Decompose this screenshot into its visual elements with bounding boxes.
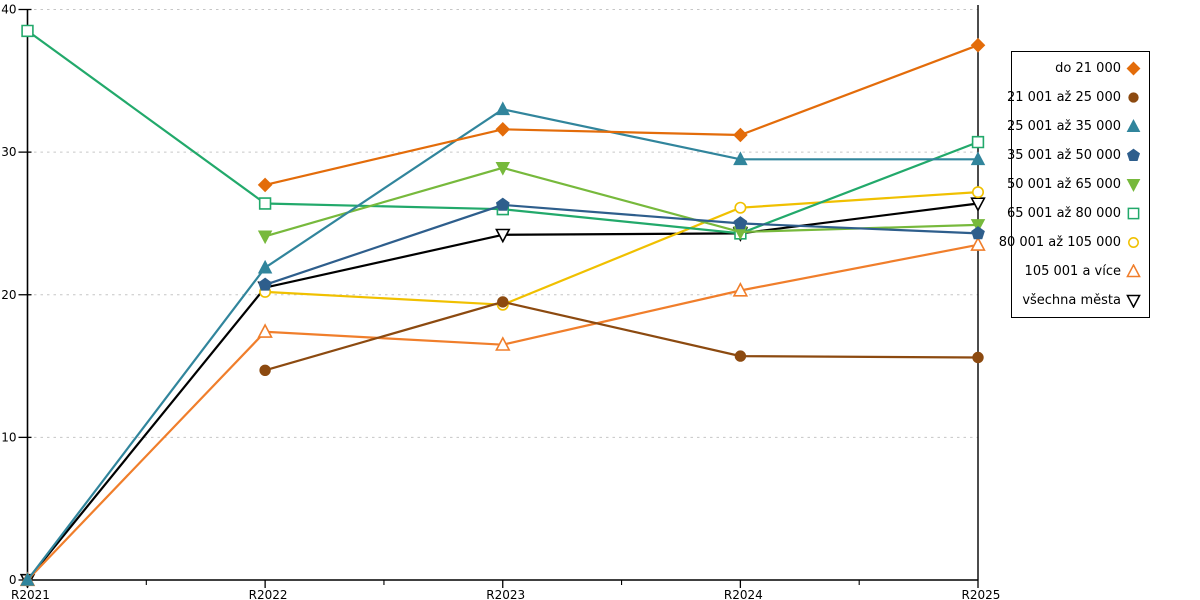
series-35-001-az-50-000	[258, 197, 985, 291]
diamond-marker-icon	[733, 127, 748, 143]
triangle-up-marker-icon	[257, 323, 273, 338]
triangle-down-marker-icon	[970, 219, 986, 233]
legend-marker	[1128, 92, 1139, 103]
legend-item-do-21-000: do 21 000	[1020, 61, 1141, 76]
square-marker-icon	[258, 197, 272, 210]
circle-marker-icon	[497, 296, 509, 308]
circle-marker-icon	[259, 364, 271, 376]
legend-item-105-001-a-vice: 105 001 a více	[1020, 264, 1141, 279]
legend-label: všechna města	[1022, 293, 1121, 308]
triangle-up-marker-icon	[495, 336, 511, 351]
legend-item-65-001-az-80-000: 65 001 až 80 000	[1007, 206, 1141, 221]
y-tick-label: 0	[9, 573, 17, 587]
x-tick-label: R2025	[962, 588, 1001, 600]
legend-item-80-001-az-105-000: 80 001 až 105 000	[999, 235, 1141, 250]
series-line	[265, 191, 979, 306]
series-50-001-az-65-000	[257, 162, 986, 245]
legend-marker	[1126, 119, 1141, 133]
triangle-down-marker-icon	[1126, 294, 1141, 308]
triangle-down-marker-icon	[495, 162, 511, 176]
circle-marker-icon	[1128, 237, 1139, 248]
x-tick-label: R2021	[11, 588, 50, 600]
legend-item-25-001-az-35-000: 25 001 až 35 000	[1007, 119, 1141, 134]
legend-item-50-001-az-65-000: 50 001 až 65 000	[1007, 177, 1141, 192]
series-line	[264, 300, 979, 372]
legend-item-vsechna-mesta: všechna města	[1020, 293, 1141, 308]
y-tick-label: 30	[1, 145, 16, 159]
y-tick-label: 20	[1, 288, 16, 302]
triangle-down-marker-icon	[495, 228, 511, 244]
pentagon-marker-icon	[971, 226, 985, 240]
legend: do 21 000 21 001 až 25 000 25 001 až 35 00…	[999, 51, 1150, 318]
legend-marker	[1126, 148, 1141, 162]
series-21-001-az-25-000	[259, 296, 984, 376]
legend-marker	[1126, 294, 1141, 308]
series-do-21-000	[257, 37, 986, 193]
legend-marker	[1127, 207, 1140, 220]
pentagon-marker-icon	[258, 277, 272, 291]
triangle-up-marker-icon	[257, 259, 273, 274]
square-marker-icon	[21, 24, 34, 38]
legend-label: 35 001 až 50 000	[1006, 148, 1121, 163]
triangle-up-marker-icon	[1126, 264, 1141, 278]
circle-marker-icon	[734, 201, 747, 214]
diamond-marker-icon	[970, 37, 986, 53]
x-tick-label: R2023	[486, 588, 525, 600]
triangle-down-marker-icon	[257, 230, 273, 245]
square-marker-icon	[971, 135, 985, 149]
triangle-up-marker-icon	[970, 151, 986, 166]
legend-label: 80 001 až 105 000	[998, 235, 1121, 250]
legend-marker	[1128, 237, 1139, 248]
series-line	[264, 44, 979, 186]
triangle-up-marker-icon	[733, 151, 748, 166]
legend-item-35-001-az-50-000: 35 001 až 50 000	[1007, 148, 1141, 163]
square-marker-icon	[1127, 207, 1140, 220]
x-tick-label: R2022	[249, 588, 288, 600]
legend-label: 21 001 až 25 000	[1006, 90, 1121, 105]
triangle-up-marker-icon	[1126, 119, 1141, 133]
series-line	[264, 203, 979, 286]
legend-marker	[1126, 61, 1141, 76]
circle-marker-icon	[972, 186, 984, 199]
triangle-up-marker-icon	[495, 101, 511, 116]
series-line	[264, 166, 979, 238]
triangle-up-marker-icon	[20, 572, 35, 586]
circle-marker-icon	[1128, 92, 1139, 103]
legend-label: do 21 000	[1055, 61, 1121, 76]
legend-label: 105 001 a více	[1024, 264, 1121, 279]
diamond-marker-icon	[1126, 61, 1141, 76]
legend-marker	[1126, 264, 1141, 278]
diamond-marker-icon	[495, 121, 511, 137]
triangle-down-marker-icon	[1126, 178, 1141, 192]
legend-marker	[1126, 178, 1141, 192]
y-tick-label: 40	[1, 3, 16, 17]
circle-marker-icon	[734, 350, 747, 362]
y-tick-label: 10	[1, 430, 16, 444]
diamond-marker-icon	[257, 177, 273, 193]
legend-label: 65 001 až 80 000	[1006, 206, 1121, 221]
pentagon-marker-icon	[1126, 148, 1141, 162]
legend-label: 25 001 až 35 000	[1006, 119, 1121, 134]
triangle-down-marker-icon	[970, 197, 986, 213]
series-vsechna-mesta	[19, 197, 986, 589]
pentagon-marker-icon	[733, 216, 748, 230]
legend-label: 50 001 až 65 000	[1006, 177, 1121, 192]
series-25-001-az-35-000	[20, 101, 986, 586]
x-tick-label: R2024	[724, 588, 763, 600]
pentagon-marker-icon	[495, 197, 510, 211]
triangle-up-marker-icon	[970, 236, 986, 251]
legend-item-21-001-az-25-000: 21 001 až 25 000	[1007, 90, 1141, 105]
circle-marker-icon	[972, 351, 984, 364]
triangle-up-marker-icon	[732, 281, 749, 297]
